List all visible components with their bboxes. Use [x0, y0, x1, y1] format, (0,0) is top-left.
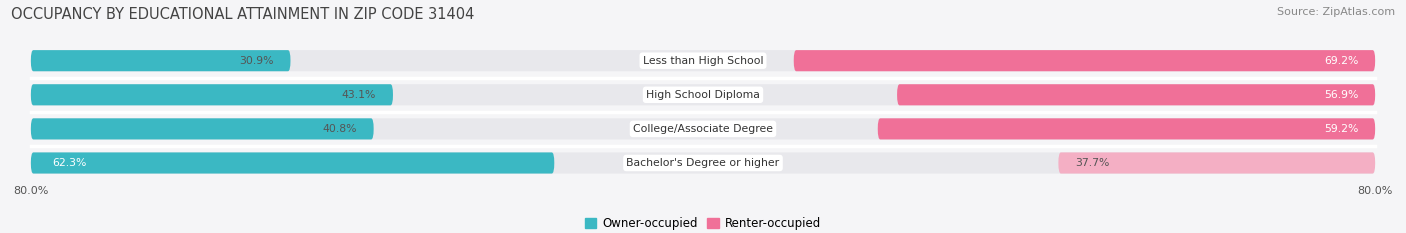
FancyBboxPatch shape	[794, 50, 1375, 71]
FancyBboxPatch shape	[31, 118, 374, 140]
Text: 37.7%: 37.7%	[1076, 158, 1109, 168]
Text: Less than High School: Less than High School	[643, 56, 763, 66]
Text: High School Diploma: High School Diploma	[647, 90, 759, 100]
Text: 43.1%: 43.1%	[342, 90, 377, 100]
Text: 56.9%: 56.9%	[1324, 90, 1358, 100]
FancyBboxPatch shape	[897, 84, 1375, 105]
Text: Bachelor's Degree or higher: Bachelor's Degree or higher	[627, 158, 779, 168]
FancyBboxPatch shape	[877, 118, 1375, 140]
Text: 69.2%: 69.2%	[1324, 56, 1358, 66]
Text: Source: ZipAtlas.com: Source: ZipAtlas.com	[1277, 7, 1395, 17]
FancyBboxPatch shape	[31, 152, 1375, 174]
Legend: Owner-occupied, Renter-occupied: Owner-occupied, Renter-occupied	[579, 212, 827, 233]
FancyBboxPatch shape	[1059, 152, 1375, 174]
Text: 59.2%: 59.2%	[1324, 124, 1358, 134]
FancyBboxPatch shape	[31, 84, 1375, 105]
Text: 62.3%: 62.3%	[52, 158, 86, 168]
FancyBboxPatch shape	[31, 50, 1375, 71]
Text: 40.8%: 40.8%	[322, 124, 357, 134]
Text: College/Associate Degree: College/Associate Degree	[633, 124, 773, 134]
FancyBboxPatch shape	[31, 152, 554, 174]
Text: OCCUPANCY BY EDUCATIONAL ATTAINMENT IN ZIP CODE 31404: OCCUPANCY BY EDUCATIONAL ATTAINMENT IN Z…	[11, 7, 475, 22]
FancyBboxPatch shape	[31, 118, 1375, 140]
FancyBboxPatch shape	[31, 50, 291, 71]
Text: 30.9%: 30.9%	[239, 56, 274, 66]
FancyBboxPatch shape	[31, 84, 392, 105]
